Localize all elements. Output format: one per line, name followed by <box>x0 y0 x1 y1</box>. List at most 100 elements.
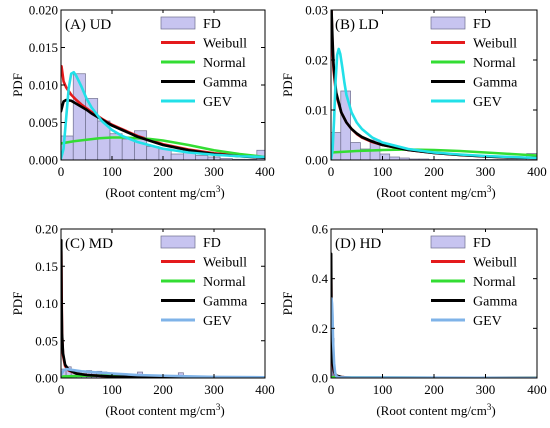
legend-swatch-fd <box>160 235 196 249</box>
panel-label: (C) MD <box>65 236 113 252</box>
x-axis-label-sup: 3 <box>487 184 492 194</box>
legend-swatch-fd <box>430 16 466 30</box>
x-axis-label: (Root content mg/cm3) <box>376 402 495 418</box>
x-axis-label-text: (Root content mg/cm <box>376 403 486 418</box>
y-tick-label: 0.02 <box>305 53 328 68</box>
x-tick-label: 100 <box>373 382 393 397</box>
x-axis-label: (Root content mg/cm3) <box>376 184 495 200</box>
histogram-bar <box>121 138 135 160</box>
legend: FD Weibull Normal Gamma GEV <box>428 232 530 332</box>
x-axis-label-close: ) <box>220 185 224 200</box>
y-axis-label: PDF <box>280 292 295 316</box>
x-axis-label-close: ) <box>491 185 495 200</box>
legend-label: Normal <box>473 275 516 290</box>
panel-label: (D) HD <box>335 236 381 252</box>
y-tick-label: 0.20 <box>35 222 58 237</box>
series-line-gev <box>61 367 265 378</box>
y-axis-label: PDF <box>280 73 295 97</box>
x-tick-label: 100 <box>102 382 122 397</box>
y-tick-label: 0.015 <box>29 40 58 55</box>
x-tick-label: 0 <box>58 382 65 397</box>
x-tick-label: 0 <box>328 382 335 397</box>
x-tick-label: 200 <box>424 164 444 179</box>
legend-label: Normal <box>473 56 516 71</box>
legend-swatch-fd <box>430 235 466 249</box>
y-tick-label: 0.01 <box>305 103 328 118</box>
legend-label: GEV <box>203 314 232 329</box>
legend-label: FD <box>473 17 491 32</box>
x-tick-label: 200 <box>153 164 173 179</box>
histogram-bar <box>195 155 209 160</box>
y-tick-label: 0.020 <box>29 3 58 18</box>
x-tick-label: 100 <box>373 164 393 179</box>
y-tick-label: 0.10 <box>35 296 58 311</box>
legend-label: Gamma <box>473 76 518 91</box>
legend-label: FD <box>473 236 491 251</box>
y-tick-label: 0.00 <box>305 153 328 168</box>
y-tick-label: 0.00 <box>35 371 58 386</box>
y-axis-label: PDF <box>10 73 25 97</box>
legend-label: Gamma <box>473 295 518 310</box>
y-tick-label: 0.005 <box>29 115 58 130</box>
legend-label: Normal <box>203 56 246 71</box>
chart-panel-3: 0 100 200 300 400 0.0 0.2 0.4 0.6 PDF (Root conten… <box>280 222 547 419</box>
x-tick-label: 0 <box>58 164 65 179</box>
legend: FD Weibull Normal Gamma GEV <box>158 232 260 332</box>
histogram-bar <box>72 73 86 160</box>
series-line-gamma <box>61 238 265 378</box>
legend: FD Weibull Normal Gamma GEV <box>158 13 260 113</box>
x-axis-label-sup: 3 <box>487 402 492 412</box>
legend-label: FD <box>203 236 221 251</box>
x-tick-label: 300 <box>204 382 224 397</box>
x-tick-label: 400 <box>527 164 547 179</box>
x-axis-label-close: ) <box>491 403 495 418</box>
chart-panel-0: 0 100 200 300 400 0.000 0.005 0.010 0.015 0.020 PD… <box>10 3 275 201</box>
y-tick-label: 0.03 <box>305 3 328 18</box>
series-line-normal <box>61 136 265 159</box>
legend-label: GEV <box>473 95 502 110</box>
y-tick-label: 0.0 <box>312 371 328 386</box>
x-tick-label: 400 <box>255 382 275 397</box>
y-tick-label: 0.15 <box>35 259 58 274</box>
x-tick-label: 300 <box>476 382 496 397</box>
y-tick-label: 0.4 <box>312 271 329 286</box>
series-line-gev <box>331 297 537 378</box>
x-tick-label: 0 <box>328 164 335 179</box>
legend-swatch-fd <box>160 16 196 30</box>
y-tick-label: 0.000 <box>29 153 58 168</box>
x-axis-label-close: ) <box>220 403 224 418</box>
x-tick-label: 100 <box>102 164 122 179</box>
fit-curves <box>331 10 537 160</box>
x-tick-label: 300 <box>204 164 224 179</box>
legend-label: FD <box>203 17 221 32</box>
fit-curves <box>61 64 265 160</box>
legend-label: Weibull <box>203 37 247 52</box>
y-tick-label: 0.6 <box>312 222 329 237</box>
histogram-bar <box>170 153 184 160</box>
legend-label: Gamma <box>203 76 248 91</box>
chart-panel-1: 0 100 200 300 400 0.00 0.01 0.02 0.03 PDF (Root co… <box>280 3 547 201</box>
legend-label: GEV <box>473 314 502 329</box>
legend-label: Gamma <box>203 295 248 310</box>
x-axis-label-sup: 3 <box>216 402 221 412</box>
x-tick-label: 400 <box>527 382 547 397</box>
chart-panel-2: 0 100 200 300 400 0.00 0.05 0.10 0.15 0.20 PDF (Roo… <box>10 222 275 419</box>
legend-label: Normal <box>203 275 246 290</box>
x-tick-label: 200 <box>424 382 444 397</box>
legend-label: GEV <box>203 95 232 110</box>
x-tick-label: 200 <box>153 382 173 397</box>
x-axis-label-text: (Root content mg/cm <box>105 185 215 200</box>
y-tick-label: 0.010 <box>29 78 58 93</box>
histogram-bar <box>379 153 391 160</box>
x-axis-label: (Root content mg/cm3) <box>105 184 224 200</box>
x-tick-label: 300 <box>476 164 496 179</box>
x-axis-label-text: (Root content mg/cm <box>376 185 486 200</box>
legend-label: Weibull <box>203 256 247 271</box>
legend-label: Weibull <box>473 37 517 52</box>
x-tick-label: 400 <box>255 164 275 179</box>
series-line-gev <box>61 70 265 160</box>
x-axis-label: (Root content mg/cm3) <box>105 402 224 418</box>
y-tick-label: 0.05 <box>35 333 58 348</box>
series-line-normal <box>331 148 537 157</box>
